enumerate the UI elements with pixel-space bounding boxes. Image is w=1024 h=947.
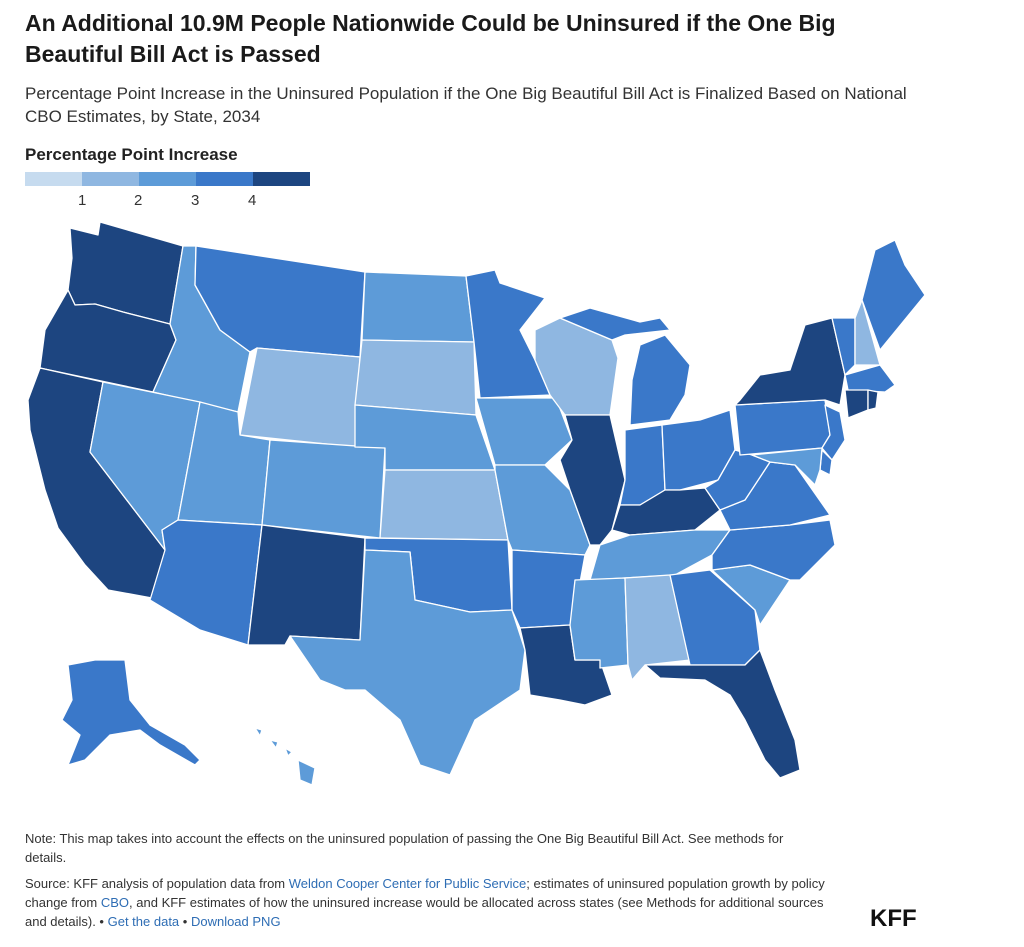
legend-swatch-4: [196, 172, 253, 186]
state-AK[interactable]: [61, 659, 201, 766]
state-IN[interactable]: [619, 424, 666, 506]
weldon-cooper-link[interactable]: Weldon Cooper Center for Public Service: [288, 876, 527, 891]
legend-swatch-5: [253, 172, 310, 186]
us-state-map: [27, 221, 926, 786]
state-MA[interactable]: [844, 364, 896, 393]
download-png-link[interactable]: Download PNG: [190, 914, 281, 929]
state-PA[interactable]: [734, 399, 831, 456]
state-WY[interactable]: [239, 347, 361, 448]
state-HI[interactable]: [254, 727, 316, 786]
state-MI[interactable]: [559, 307, 691, 426]
source-prefix: Source: KFF analysis of population data …: [25, 876, 289, 891]
legend-tick-3: 3: [191, 192, 200, 209]
legend-title: Percentage Point Increase: [25, 145, 238, 164]
state-KS[interactable]: [379, 469, 509, 541]
legend-swatch-1: [25, 172, 82, 186]
source-text: Source: KFF analysis of population data …: [25, 874, 825, 931]
state-WV[interactable]: [704, 449, 771, 511]
legend-swatch-2: [82, 172, 139, 186]
get-the-data-link[interactable]: Get the data: [107, 914, 180, 929]
state-AZ[interactable]: [149, 519, 263, 646]
source-separator: •: [179, 914, 191, 929]
state-TX[interactable]: [289, 549, 526, 776]
legend-color-scale: [25, 172, 310, 186]
legend-tick-2: 2: [134, 192, 143, 209]
state-NY[interactable]: [734, 317, 846, 406]
legend-tick-1: 1: [78, 192, 87, 209]
source-mid-1: ; estimates of uninsured population grow…: [25, 876, 825, 910]
state-MD[interactable]: [751, 447, 823, 486]
kff-logo: KFF: [870, 905, 917, 932]
state-NM[interactable]: [247, 524, 366, 646]
source-mid-2: , and KFF estimates of how the uninsured…: [25, 895, 824, 929]
state-ME[interactable]: [861, 239, 926, 351]
state-ND[interactable]: [361, 271, 475, 343]
state-IL[interactable]: [559, 414, 626, 546]
state-RI[interactable]: [867, 389, 879, 411]
legend-swatch-3: [139, 172, 196, 186]
state-CO[interactable]: [261, 439, 386, 539]
cbo-link[interactable]: CBO: [100, 895, 130, 910]
state-FL[interactable]: [644, 649, 801, 779]
chart-subtitle: Percentage Point Increase in the Uninsur…: [25, 84, 907, 126]
legend-tick-4: 4: [248, 192, 257, 209]
state-MS[interactable]: [569, 577, 629, 669]
methodology-note: Note: This map takes into account the ef…: [25, 831, 784, 865]
state-SD[interactable]: [354, 339, 477, 416]
state-IA[interactable]: [475, 397, 573, 466]
state-CT[interactable]: [844, 389, 869, 419]
chart-title: An Additional 10.9M People Nationwide Co…: [25, 10, 836, 67]
state-MN[interactable]: [465, 269, 551, 399]
